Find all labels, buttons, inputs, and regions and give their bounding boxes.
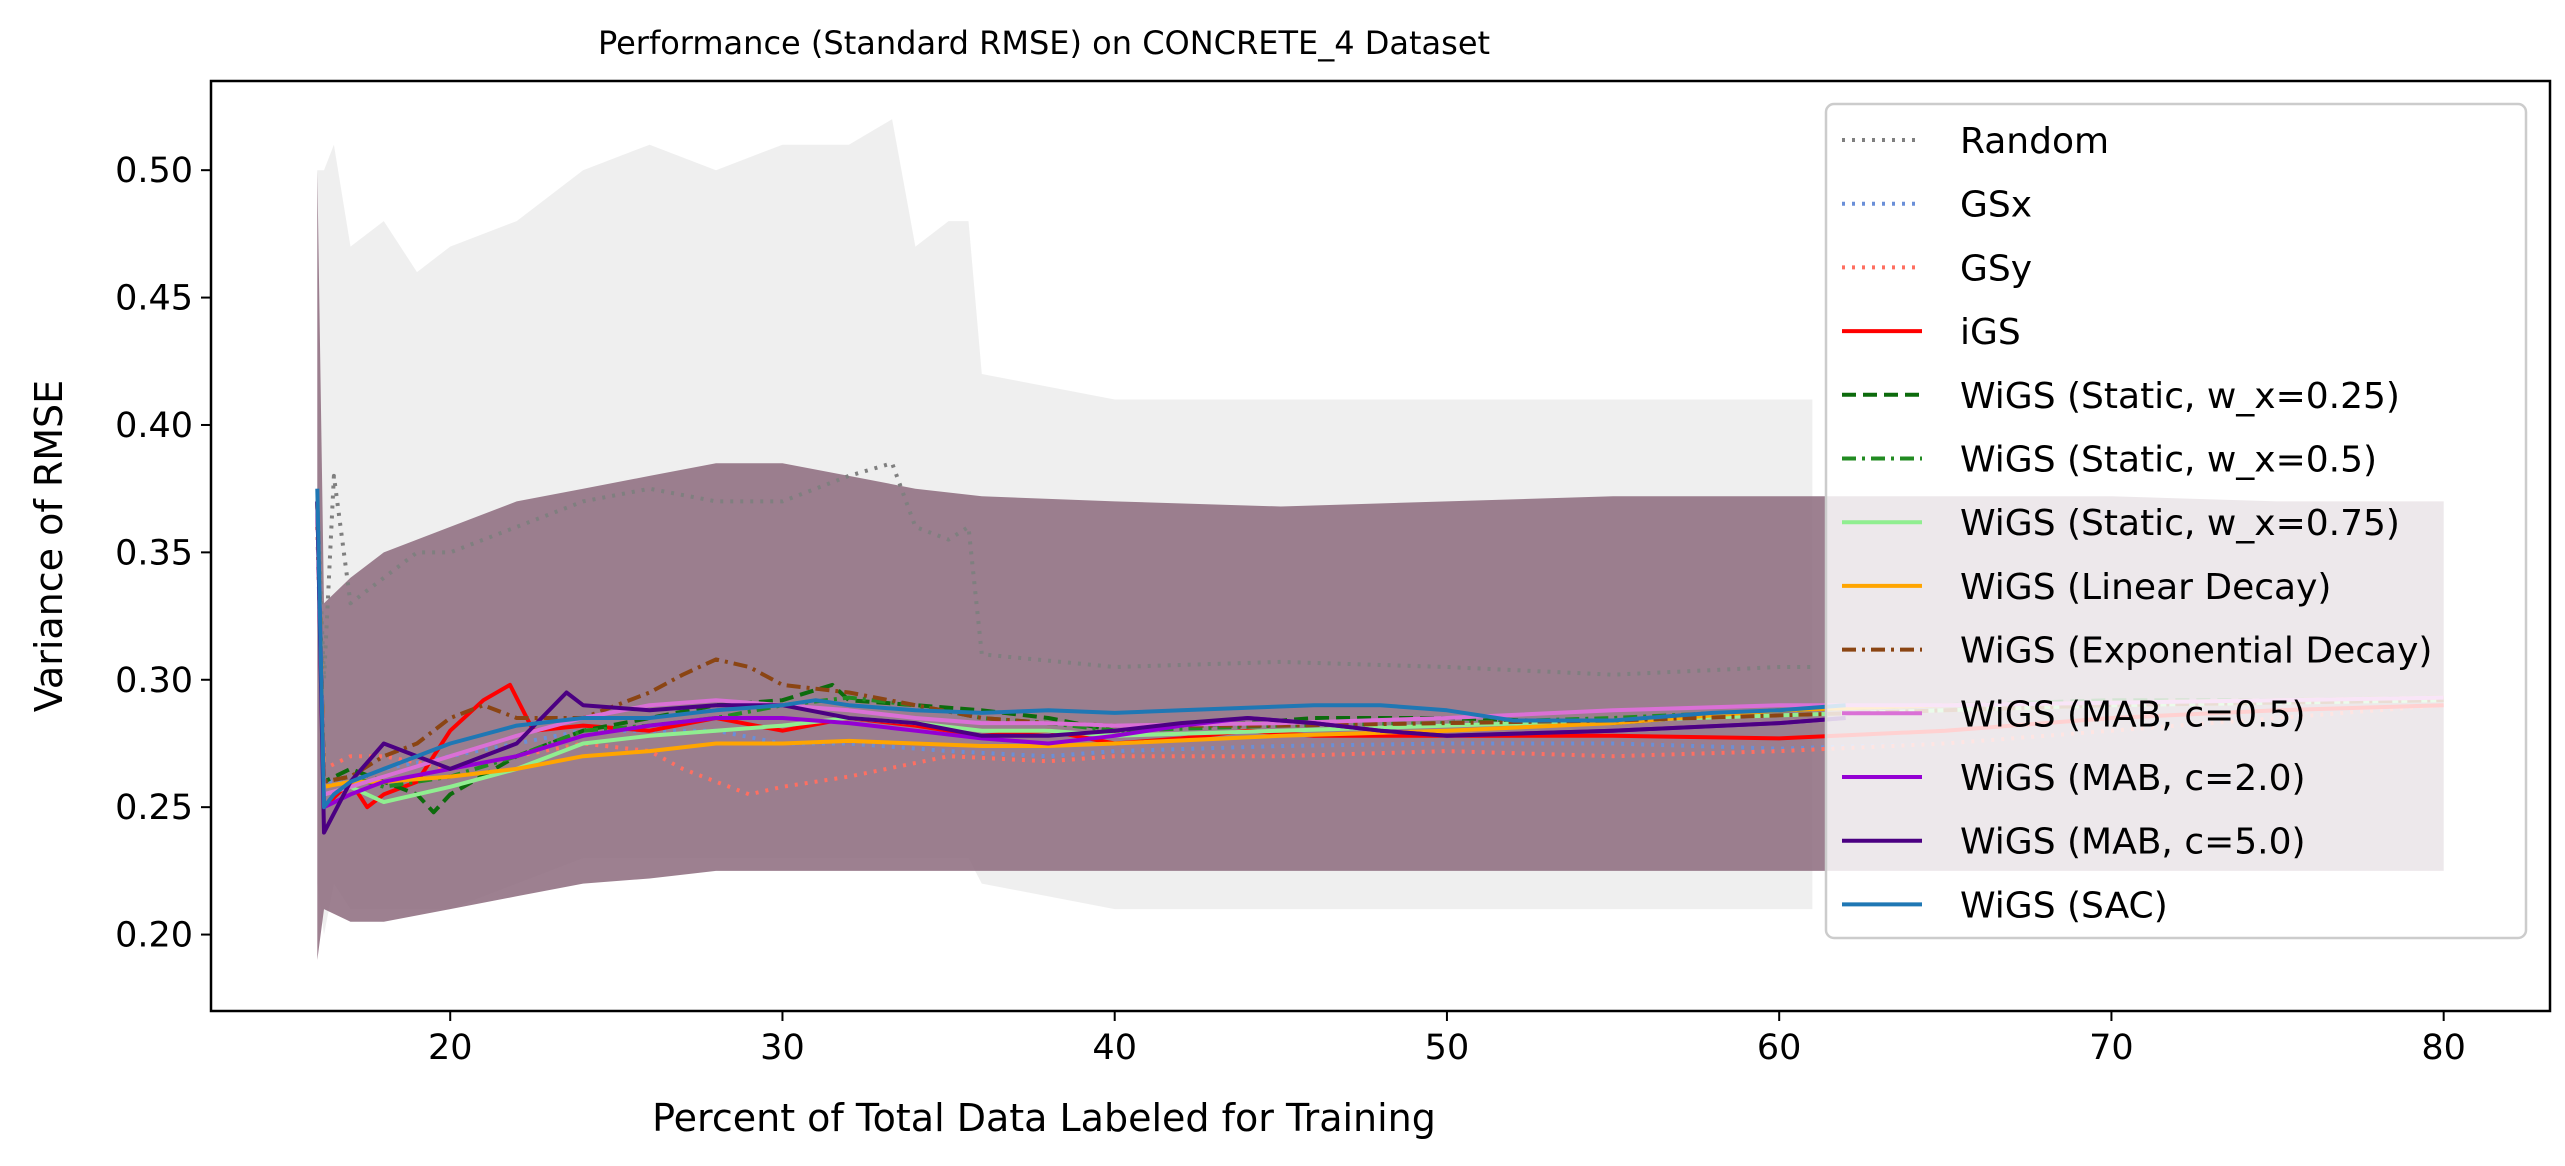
chart-title: Performance (Standard RMSE) on CONCRETE_…	[598, 24, 1490, 62]
legend-label: GSx	[1960, 185, 2032, 226]
legend-items: Random GSx GSy iGS WiGS (Static, w_x=0.25) Wi…	[1842, 121, 2432, 926]
x-tick-label: 70	[2089, 1028, 2134, 1068]
legend-label: WiGS (Linear Decay)	[1960, 567, 2331, 608]
y-tick-label: 0.25	[115, 788, 193, 828]
legend-label: WiGS (Static, w_x=0.75)	[1960, 503, 2400, 544]
y-tick-label: 0.40	[115, 406, 193, 446]
series-line-wigs-sac	[315, 488, 1846, 810]
legend-label: WiGS (SAC)	[1960, 885, 2168, 926]
x-axis-label: Percent of Total Data Labeled for Traini…	[652, 1096, 1436, 1140]
y-tick-label: 0.50	[115, 151, 193, 191]
y-axis-label: Variance of RMSE	[27, 380, 71, 712]
y-axis: 0.20 0.25 0.30 0.35 0.40 0.45 0.50	[115, 151, 211, 956]
x-tick-label: 40	[1092, 1028, 1137, 1068]
legend-label: GSy	[1960, 248, 2032, 289]
legend-label: WiGS (Static, w_x=0.5)	[1960, 440, 2377, 481]
legend-frame	[1824, 102, 2528, 940]
y-tick-label: 0.35	[115, 533, 193, 573]
series-line-wigs-exponential-decay	[315, 501, 2444, 784]
x-tick-label: 80	[2421, 1028, 2466, 1068]
y-tick-label: 0.30	[115, 661, 193, 701]
axes-frame	[209, 79, 2552, 1013]
legend-label: WiGS (MAB, c=5.0)	[1960, 822, 2306, 863]
y-tick-label: 0.20	[115, 916, 193, 956]
x-tick-label: 30	[760, 1028, 805, 1068]
legend-label: WiGS (MAB, c=0.5)	[1960, 694, 2306, 735]
x-axis: 20 30 40 50 60 70 80	[428, 1011, 2466, 1068]
legend-label: WiGS (Static, w_x=0.25)	[1960, 376, 2400, 417]
legend-label: WiGS (Exponential Decay)	[1960, 631, 2432, 672]
legend-label: Random	[1960, 121, 2109, 162]
y-tick-label: 0.45	[115, 279, 193, 319]
x-tick-label: 60	[1757, 1028, 1802, 1068]
legend: Random GSx GSy iGS WiGS (Static, w_x=0.25) Wi…	[1824, 102, 2528, 940]
x-tick-label: 50	[1425, 1028, 1470, 1068]
series-line-random	[315, 461, 1813, 682]
x-tick-label: 20	[428, 1028, 473, 1068]
legend-label: iGS	[1960, 312, 2021, 353]
legend-label: WiGS (MAB, c=2.0)	[1960, 758, 2306, 799]
